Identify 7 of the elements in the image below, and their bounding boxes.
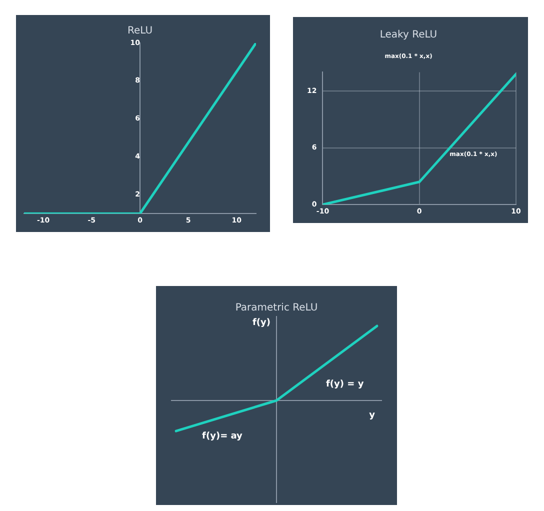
- y-axis-title: f(y): [252, 318, 270, 328]
- annotation: f(y) = y: [326, 380, 364, 390]
- chart-title: Parametric ReLU: [235, 302, 318, 314]
- chart-title: Leaky ReLU: [380, 30, 438, 41]
- text: f(y)= ay: [202, 431, 243, 442]
- chart-title: ReLU: [127, 26, 153, 37]
- x-axis-title: y: [369, 410, 376, 420]
